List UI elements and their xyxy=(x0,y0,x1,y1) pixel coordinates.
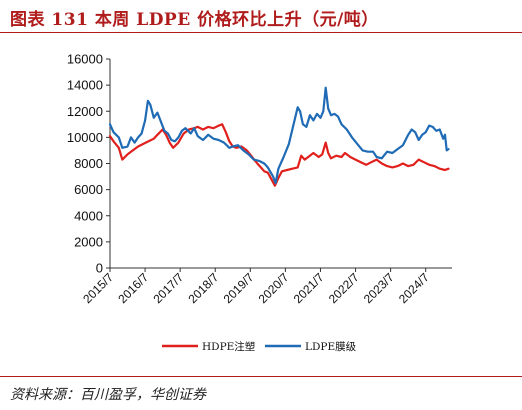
x-tick-label: 2018/7 xyxy=(185,270,221,306)
y-tick-label: 0 xyxy=(96,261,103,276)
y-tick-label: 2000 xyxy=(74,234,103,249)
figure-title: 图表 131 本周 LDPE 价格环比上升（元/吨） xyxy=(10,10,379,30)
title-bar: 图表 131 本周 LDPE 价格环比上升（元/吨） xyxy=(0,0,522,33)
source-bar: 资料来源：百川盈孚，华创证券 xyxy=(0,376,522,410)
y-tick-label: 6000 xyxy=(74,182,103,197)
series-line-ldpe xyxy=(108,86,450,185)
series-line-hdpe xyxy=(108,123,450,187)
x-tick-label: 2021/7 xyxy=(291,270,327,306)
x-tick-label: 2019/7 xyxy=(221,270,257,306)
legend-label: LDPE膜级 xyxy=(305,341,357,353)
x-tick-label: 2016/7 xyxy=(115,270,151,306)
x-tick-label: 2017/7 xyxy=(150,270,186,306)
y-tick-label: 16000 xyxy=(67,52,103,67)
line-chart: 0 2000 4000 6000 8000 10000 12000 14000 16000 201… xyxy=(67,52,452,353)
x-tick-label: 2020/7 xyxy=(256,270,292,306)
y-tick-label: 14000 xyxy=(67,78,103,93)
y-tick-label: 8000 xyxy=(74,156,103,171)
x-tick-label: 2024/7 xyxy=(396,270,432,306)
y-tick-label: 4000 xyxy=(74,208,103,223)
chart-axes: 0 2000 4000 6000 8000 10000 12000 14000 16000 201… xyxy=(67,52,452,306)
source-note: 资料来源：百川盈孚，华创证券 xyxy=(10,387,206,403)
y-tick-label: 12000 xyxy=(67,104,103,119)
chart-legend: HDPE注塑 LDPE膜级 xyxy=(162,340,357,353)
y-tick-label: 10000 xyxy=(67,130,103,145)
chart-series xyxy=(108,86,450,187)
x-tick-label: 2022/7 xyxy=(326,270,362,306)
legend-label: HDPE注塑 xyxy=(202,340,256,353)
x-tick-label: 2023/7 xyxy=(361,270,397,306)
